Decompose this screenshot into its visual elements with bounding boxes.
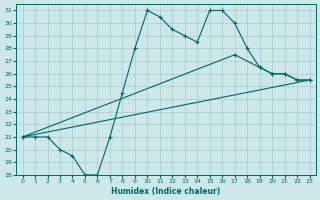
X-axis label: Humidex (Indice chaleur): Humidex (Indice chaleur) [111,187,221,196]
